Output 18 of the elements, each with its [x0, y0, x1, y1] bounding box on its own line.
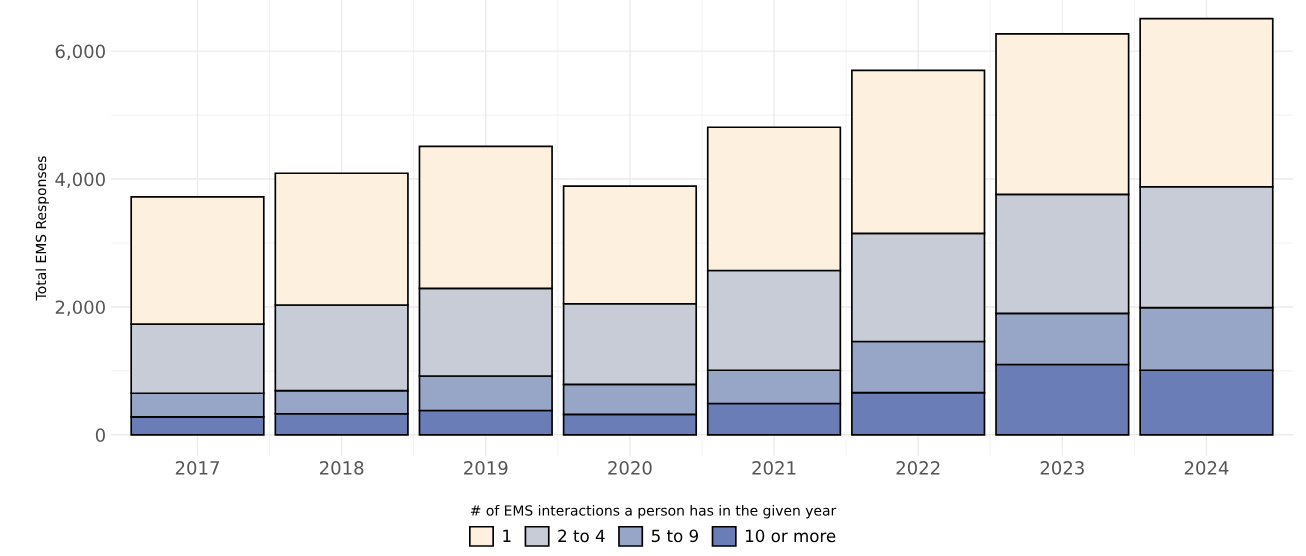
- y-tick-label: 4,000: [55, 172, 105, 188]
- legend-title: # of EMS interactions a person has in the given year: [470, 504, 837, 519]
- x-tick-label: 2022: [896, 461, 940, 475]
- x-tick-label: 2019: [464, 461, 508, 475]
- y-tick-label: 2,000: [55, 300, 105, 316]
- x-tick-label: 2023: [1040, 461, 1084, 475]
- x-tick-label: 2024: [1184, 461, 1229, 475]
- legend-label: 2 to 4: [558, 529, 605, 543]
- x-tick-label: 2021: [752, 461, 796, 475]
- y-tick-label: 6,000: [55, 44, 105, 61]
- legend-label: 1: [503, 529, 511, 542]
- x-tick-label: 2018: [319, 461, 364, 475]
- y-axis-title: Total EMS Responses: [35, 156, 49, 301]
- x-tick-label: 2017: [175, 461, 219, 475]
- x-tick-label: 2020: [608, 461, 652, 475]
- legend-label: 5 to 9: [651, 529, 698, 543]
- y-tick-label: 0: [95, 428, 105, 442]
- legend-label: 10 or more: [745, 529, 836, 543]
